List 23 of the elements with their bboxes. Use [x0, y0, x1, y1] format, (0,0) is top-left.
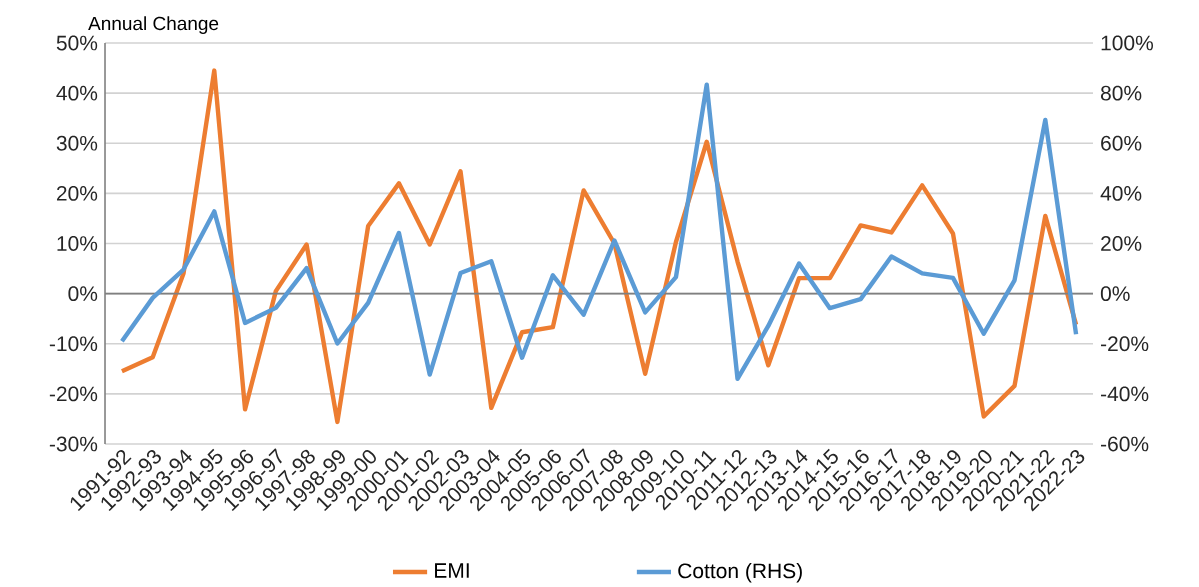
y-tick-label: 20%	[56, 185, 98, 201]
legend-label: EMI	[435, 563, 469, 578]
y-tick-label: -10%	[49, 336, 98, 352]
legend-label: Cotton (RHS)	[678, 562, 802, 583]
line-series	[119, 82, 1079, 382]
y2-tick-label: -40%	[1101, 386, 1149, 402]
y-tick-label: 30%	[56, 135, 98, 151]
y2-tick-label: 40%	[1100, 185, 1142, 201]
y2-tick-label: 100%	[1101, 35, 1154, 51]
y-tick-label: 50%	[56, 35, 98, 51]
y-tick-label: -30%	[49, 436, 98, 452]
y-tick-label: -20%	[49, 386, 98, 402]
y2-tick-label: 60%	[1101, 135, 1142, 151]
y2-tick-label: -20%	[1101, 336, 1149, 352]
y-axis-title: Annual Change	[88, 16, 219, 34]
line-series	[119, 68, 1079, 425]
y2-tick-label: 0%	[1100, 286, 1130, 302]
y2-tick-label: 80%	[1100, 85, 1142, 101]
y-tick-label: 0%	[68, 286, 98, 302]
y2-tick-label: -60%	[1101, 436, 1149, 452]
y-tick-label: 40%	[56, 85, 98, 101]
y2-tick-label: 20%	[1101, 236, 1142, 251]
y-tick-label: 10%	[57, 236, 98, 251]
